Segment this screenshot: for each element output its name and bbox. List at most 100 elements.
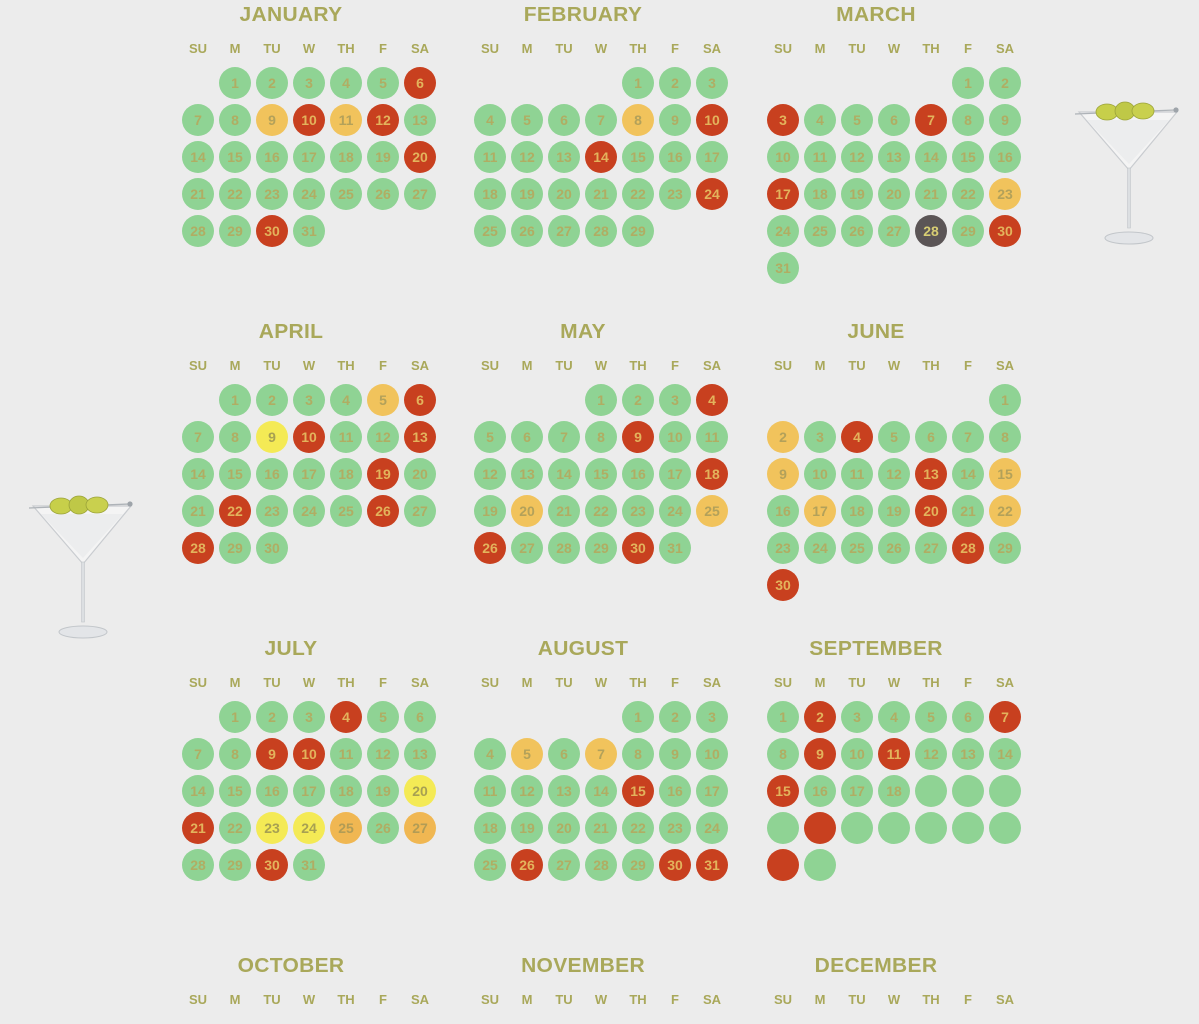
day-cell-green[interactable]: 2 <box>256 701 288 733</box>
day-cell-green[interactable]: 4 <box>474 104 506 136</box>
day-cell-red[interactable]: 28 <box>952 532 984 564</box>
day-cell-green[interactable]: 8 <box>767 738 799 770</box>
day-cell-green[interactable]: 27 <box>548 849 580 881</box>
day-cell-green[interactable]: 14 <box>182 458 214 490</box>
day-cell-green[interactable]: 9 <box>659 738 691 770</box>
day-cell-green[interactable]: 6 <box>878 104 910 136</box>
day-cell-green[interactable]: 3 <box>293 67 325 99</box>
day-cell-green[interactable]: 12 <box>511 141 543 173</box>
day-cell-green[interactable]: 11 <box>696 421 728 453</box>
day-cell-green[interactable]: 22 <box>585 495 617 527</box>
day-cell-green[interactable]: 25 <box>474 215 506 247</box>
day-cell-amber[interactable]: 22 <box>989 495 1021 527</box>
day-cell-green[interactable]: 17 <box>293 458 325 490</box>
day-cell-green[interactable]: 7 <box>182 104 214 136</box>
day-cell-green[interactable]: 18 <box>841 495 873 527</box>
day-cell-green[interactable]: 11 <box>474 141 506 173</box>
day-cell-green[interactable]: 17 <box>696 141 728 173</box>
day-cell-green[interactable]: 18 <box>330 775 362 807</box>
day-cell-green[interactable]: 12 <box>511 775 543 807</box>
day-cell-green[interactable]: 15 <box>585 458 617 490</box>
day-cell-red[interactable]: 31 <box>696 849 728 881</box>
day-cell-red[interactable]: 30 <box>989 215 1021 247</box>
day-cell-green[interactable]: 10 <box>659 421 691 453</box>
day-cell-red[interactable]: 4 <box>696 384 728 416</box>
day-cell-green[interactable]: 8 <box>219 104 251 136</box>
day-cell-red[interactable]: 30 <box>622 532 654 564</box>
day-cell-green[interactable]: 14 <box>989 738 1021 770</box>
day-cell-red[interactable]: 11 <box>878 738 910 770</box>
day-cell-green[interactable]: 27 <box>878 215 910 247</box>
day-cell-green[interactable]: 25 <box>330 495 362 527</box>
day-cell-green[interactable]: 11 <box>330 421 362 453</box>
day-cell-green[interactable]: 17 <box>659 458 691 490</box>
day-cell-green[interactable]: 12 <box>841 141 873 173</box>
day-cell-green[interactable]: 27 <box>915 532 947 564</box>
day-cell-green[interactable]: 16 <box>256 458 288 490</box>
day-cell-green[interactable]: 6 <box>548 104 580 136</box>
day-cell-green[interactable]: 8 <box>219 421 251 453</box>
day-cell-green[interactable]: 7 <box>548 421 580 453</box>
day-cell-amber[interactable]: 11 <box>330 104 362 136</box>
day-cell-green[interactable]: 2 <box>659 701 691 733</box>
day-cell-red[interactable]: 30 <box>256 215 288 247</box>
day-cell-green[interactable]: 12 <box>915 738 947 770</box>
day-cell-green[interactable]: 14 <box>548 458 580 490</box>
day-cell-green[interactable]: 17 <box>293 141 325 173</box>
day-cell-green[interactable]: 30 <box>256 532 288 564</box>
day-cell-green[interactable]: 5 <box>915 701 947 733</box>
day-cell-green[interactable]: 28 <box>548 532 580 564</box>
day-cell-red[interactable]: 4 <box>841 421 873 453</box>
day-cell-amber[interactable]: 17 <box>804 495 836 527</box>
day-cell-green[interactable]: 1 <box>622 67 654 99</box>
day-cell-green[interactable]: 16 <box>659 775 691 807</box>
day-cell-green[interactable]: 14 <box>915 141 947 173</box>
day-cell-green[interactable]: 21 <box>585 812 617 844</box>
day-cell-green[interactable]: 1 <box>952 67 984 99</box>
day-cell-red[interactable]: 10 <box>293 421 325 453</box>
day-cell-green[interactable]: 29 <box>219 215 251 247</box>
day-cell-green[interactable]: 1 <box>989 384 1021 416</box>
day-cell-red[interactable]: 15 <box>767 775 799 807</box>
day-cell-green[interactable]: 13 <box>878 141 910 173</box>
day-cell-amber[interactable]: 7 <box>585 738 617 770</box>
day-cell-green[interactable]: 21 <box>182 495 214 527</box>
day-cell-green[interactable]: 19 <box>367 141 399 173</box>
day-cell-amber[interactable]: 23 <box>989 178 1021 210</box>
day-cell-green[interactable]: 25 <box>330 178 362 210</box>
day-cell-red[interactable]: 28 <box>182 532 214 564</box>
day-cell-red[interactable]: 7 <box>915 104 947 136</box>
day-cell-green[interactable]: 17 <box>696 775 728 807</box>
day-cell-green[interactable]: 27 <box>548 215 580 247</box>
day-cell-green[interactable]: 26 <box>367 178 399 210</box>
day-cell-green[interactable]: 29 <box>989 532 1021 564</box>
day-cell-green[interactable]: 14 <box>952 458 984 490</box>
day-cell-green[interactable]: 19 <box>841 178 873 210</box>
day-cell-green[interactable]: 11 <box>474 775 506 807</box>
day-cell-red[interactable]: 30 <box>659 849 691 881</box>
day-cell-green[interactable]: 1 <box>219 384 251 416</box>
day-cell-green[interactable]: 1 <box>622 701 654 733</box>
day-cell-green[interactable]: 16 <box>989 141 1021 173</box>
day-cell-green[interactable]: 8 <box>622 738 654 770</box>
day-cell-green[interactable] <box>915 775 947 807</box>
day-cell-green[interactable]: 15 <box>219 775 251 807</box>
day-cell-green[interactable]: 16 <box>804 775 836 807</box>
day-cell-green[interactable]: 23 <box>659 178 691 210</box>
day-cell-red[interactable]: 7 <box>989 701 1021 733</box>
day-cell-green[interactable]: 13 <box>404 738 436 770</box>
day-cell-green[interactable] <box>952 775 984 807</box>
day-cell-red[interactable]: 13 <box>404 421 436 453</box>
day-cell-green[interactable]: 3 <box>696 701 728 733</box>
day-cell-amber[interactable]: 15 <box>989 458 1021 490</box>
day-cell-green[interactable]: 25 <box>474 849 506 881</box>
day-cell-orange[interactable]: 27 <box>404 812 436 844</box>
day-cell-green[interactable]: 6 <box>511 421 543 453</box>
day-cell-green[interactable]: 4 <box>804 104 836 136</box>
day-cell-green[interactable]: 28 <box>585 849 617 881</box>
day-cell-red[interactable]: 9 <box>804 738 836 770</box>
day-cell-green[interactable]: 22 <box>952 178 984 210</box>
day-cell-yellow[interactable]: 20 <box>404 775 436 807</box>
day-cell-green[interactable]: 18 <box>474 812 506 844</box>
day-cell-green[interactable]: 5 <box>511 104 543 136</box>
